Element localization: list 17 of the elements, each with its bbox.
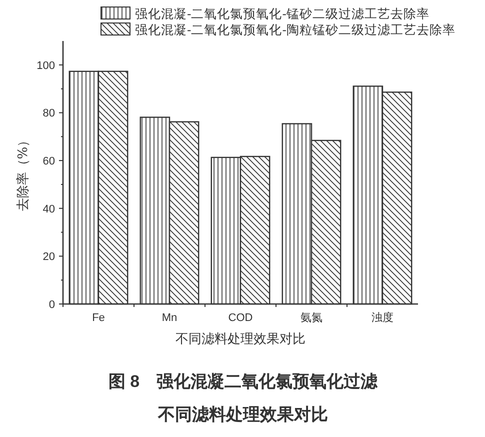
y-tick-label: 20 — [42, 251, 55, 264]
y-tick-label: 0 — [48, 299, 55, 311]
x-axis-title: 不同滤料处理效果对比 — [176, 332, 306, 347]
y-tick-label: 100 — [36, 60, 55, 72]
x-tick-label: 浊度 — [372, 311, 394, 324]
y-tick-label: 60 — [42, 156, 55, 168]
text: 不同滤料处理效果对比 — [157, 405, 328, 424]
y-axis-title: 去除率（%） — [15, 134, 31, 212]
legend-label: 强化混凝-二氧化氯预氧化-陶粒锰砂二级过滤工艺去除率 — [135, 22, 456, 37]
x-tick-label: Mn — [162, 312, 178, 324]
x-tick-label: COD — [228, 312, 253, 324]
x-tick-label: Fe — [92, 312, 105, 324]
y-tick-label: 80 — [42, 108, 55, 120]
y-tick-label: 40 — [42, 203, 55, 216]
caption: 图 8 强化混凝二氧化氯预氧化过滤 — [108, 372, 379, 391]
x-tick-label: 氨氮 — [300, 312, 322, 324]
legend-label: 强化混凝-二氧化氯预氧化-锰砂二级过滤工艺去除率 — [135, 6, 430, 21]
